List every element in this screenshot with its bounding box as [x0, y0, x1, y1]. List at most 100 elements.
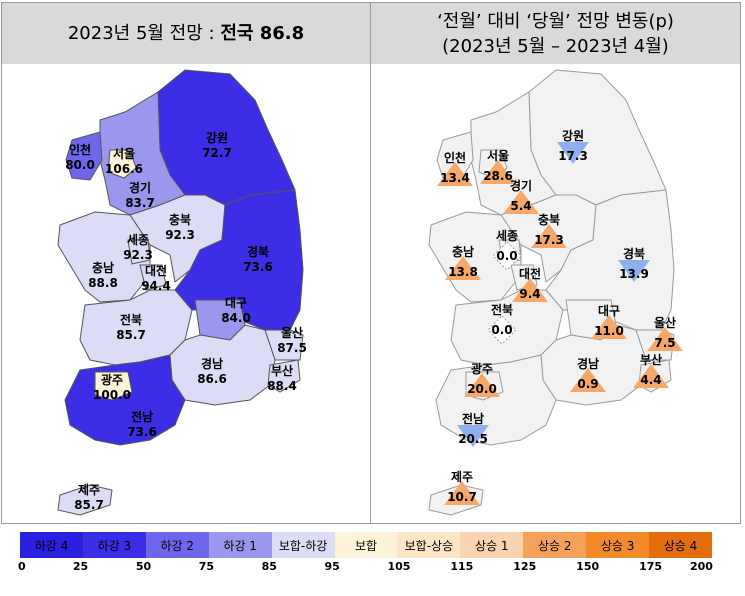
left-region-name: 광주 [101, 372, 123, 387]
left-region-name: 전북 [120, 312, 142, 327]
legend-item: 하강 1 [208, 532, 272, 558]
change-marker-up [647, 327, 683, 351]
change-marker-flat [487, 315, 517, 345]
legend-tick: 150 [576, 560, 600, 573]
legend-ticks: 0 25 50 75 85 95 105 115 125 150 175 200 [0, 560, 745, 578]
change-marker-up [591, 315, 627, 339]
right-region-name: 강원 [562, 129, 584, 143]
change-marker-up [480, 160, 516, 184]
right-region-value: 13.8 [448, 265, 478, 279]
left-region-name: 울산 [281, 325, 303, 340]
legend-item: 상승 4 [649, 532, 712, 558]
region-shape-seoul [107, 149, 137, 179]
right-region-name: 경남 [577, 356, 599, 371]
legend-item: 하강 4 [20, 532, 83, 558]
legend-tick: 200 [690, 560, 713, 573]
change-marker-up [437, 162, 473, 186]
left-region-name: 전남 [131, 409, 153, 424]
region-shape-daejeon [139, 264, 167, 291]
right-region-value: 13.4 [440, 171, 470, 185]
right-region-value: 7.5 [654, 336, 675, 350]
left-region-name: 경북 [247, 245, 269, 259]
right-region-name: 제주 [451, 470, 473, 484]
left-region-name: 대구 [225, 296, 247, 310]
left-region-value: 80.0 [65, 158, 95, 172]
left-panel-header: 2023년 5월 전망 : 전국 86.8 [2, 3, 370, 64]
legend-tick: 175 [639, 560, 663, 573]
left-region-name: 경남 [201, 356, 223, 371]
legend-item: 하강 3 [82, 532, 146, 558]
left-region-value: 88.8 [88, 276, 118, 290]
legend-tick: 50 [135, 560, 152, 573]
left-region-value: 100.0 [93, 388, 131, 402]
region-outline-jeonnam [435, 354, 557, 446]
right-region-value: 11.0 [594, 324, 624, 338]
right-region-value: 5.4 [510, 199, 531, 213]
left-region-value: 85.7 [116, 328, 146, 342]
right-region-name: 경기 [510, 178, 532, 193]
change-marker-down [457, 425, 489, 447]
region-outline-gangwon [528, 69, 667, 206]
right-region-name: 대구 [598, 304, 620, 318]
change-marker-up [512, 278, 548, 302]
change-marker-down [557, 142, 589, 164]
right-panel-header: ‘전월’ 대비 ‘당월’ 전망 변동(p) (2023년 5월 – 2023년 … [371, 3, 740, 64]
left-region-value: 72.7 [202, 146, 232, 160]
left-region-name: 세종 [127, 232, 149, 247]
color-legend: 하강 4 하강 3 하강 2 하강 1 보합-하강 보합 보합-상승 상승 1 상승 2 상승 3… [20, 532, 712, 558]
right-region-name: 세종 [496, 228, 518, 243]
left-region-value: 83.7 [125, 196, 155, 210]
right-header-line2: (2023년 5월 – 2023년 4월) [442, 35, 669, 57]
right-region-value: 28.6 [483, 169, 513, 183]
left-region-name: 경기 [129, 180, 151, 195]
left-region-value: 87.5 [277, 341, 307, 355]
legend-tick: 105 [387, 560, 411, 573]
left-region-value: 73.6 [243, 260, 273, 274]
region-shape-gwangju [94, 371, 133, 401]
right-region-value: 4.4 [640, 373, 661, 387]
right-region-value: 17.3 [534, 233, 564, 247]
change-marker-up [531, 224, 567, 248]
left-region-value: 106.6 [105, 162, 143, 176]
left-region-name: 충남 [92, 260, 114, 275]
change-marker-up [464, 373, 500, 397]
legend-item: 보합-하강 [271, 532, 335, 558]
legend-tick: 125 [513, 560, 537, 573]
figure-frame [1, 2, 741, 524]
left-region-name: 서울 [113, 146, 135, 161]
left-region-name: 제주 [78, 483, 100, 497]
change-marker-flat [492, 241, 522, 271]
change-marker-up [570, 368, 606, 392]
legend-item: 상승 2 [523, 532, 587, 558]
right-region-name: 광주 [471, 361, 493, 376]
right-region-name: 인천 [444, 150, 466, 165]
right-region-name: 부산 [640, 352, 662, 367]
legend-tick: 25 [72, 560, 89, 573]
region-shape-incheon [65, 131, 103, 181]
region-shape-sejong [127, 239, 151, 265]
legend-tick: 85 [261, 560, 277, 573]
legend-item: 상승 1 [460, 532, 524, 558]
right-region-name: 전북 [491, 302, 513, 317]
right-region-value: 17.3 [558, 149, 588, 163]
legend-tick: 115 [450, 560, 474, 573]
right-region-value: 20.5 [458, 432, 488, 446]
right-region-value: 10.7 [447, 490, 477, 504]
right-region-value: 20.0 [467, 382, 497, 396]
region-shape-jeju [57, 484, 113, 516]
region-outline-gyeongbuk [545, 189, 675, 331]
left-region-name: 부산 [271, 363, 293, 378]
right-region-name: 충남 [452, 244, 474, 259]
left-region-value: 94.4 [141, 279, 171, 293]
left-region-name: 인천 [69, 142, 91, 157]
right-region-name: 대전 [519, 266, 541, 281]
change-marker-up [444, 481, 480, 505]
left-region-value: 86.6 [197, 372, 227, 386]
right-region-value: 0.9 [577, 377, 598, 391]
left-forecast-map: 강원72.7인천80.0서울106.6경기83.7충북92.3세종92.3충남8… [57, 69, 307, 516]
left-region-value: 88.4 [267, 379, 297, 393]
left-region-name: 충북 [169, 212, 191, 227]
right-region-name: 서울 [487, 148, 509, 163]
right-region-name: 경북 [623, 247, 645, 261]
change-marker-up [503, 190, 539, 214]
